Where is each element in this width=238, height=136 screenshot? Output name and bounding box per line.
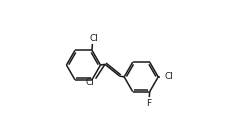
- Text: F: F: [146, 98, 151, 108]
- Text: Cl: Cl: [89, 33, 98, 43]
- Text: Cl: Cl: [85, 78, 94, 86]
- Text: Cl: Cl: [164, 72, 173, 81]
